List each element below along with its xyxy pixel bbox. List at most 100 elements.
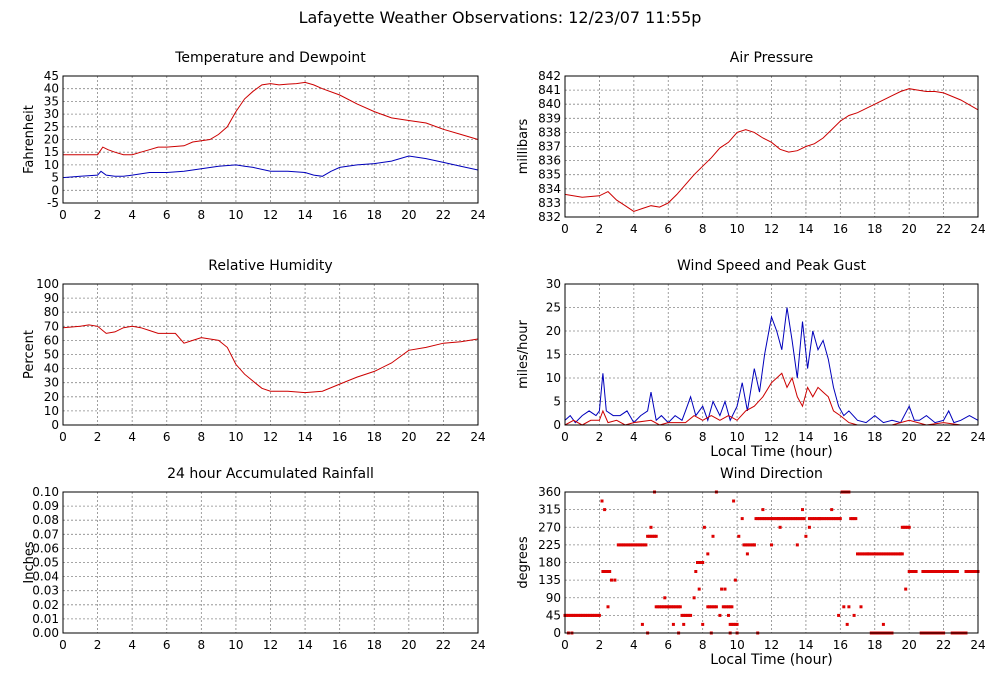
wind-direction-point (728, 622, 732, 626)
wind-direction-point (622, 543, 625, 547)
wind-direction-point (900, 552, 904, 556)
relative-humidity-y-tick-label: 80 (44, 305, 59, 319)
air-pressure-x-tick-label: 10 (729, 222, 744, 236)
wind-direction-point (847, 605, 851, 609)
wind-direction-point (591, 613, 594, 617)
wind-direction-point (828, 517, 832, 521)
rainfall-x-tick-label: 4 (128, 638, 136, 652)
wind-direction-point (727, 613, 730, 617)
wind-direction-point (761, 517, 765, 521)
wind-direction-point (759, 517, 763, 521)
wind-direction-point (926, 570, 930, 573)
wind-direction-x-tick-label: 16 (833, 638, 848, 652)
wind-direction-point (766, 517, 770, 521)
wind-direction-point (770, 543, 773, 547)
wind-direction-point (566, 613, 570, 617)
wind-direction-point (666, 605, 670, 609)
wind-direction-point (694, 570, 698, 573)
air-pressure-x-tick-label: 4 (630, 222, 638, 236)
air-pressure-y-tick-label: 834 (538, 182, 561, 196)
relative-humidity-y-tick-label: 60 (44, 333, 59, 347)
wind-direction-point (640, 543, 644, 547)
relative-humidity-x-tick-label: 6 (163, 430, 171, 444)
relative-humidity-y-tick-label: 0 (51, 418, 59, 432)
wind-direction-point (945, 570, 949, 573)
wind-direction-point (747, 543, 751, 547)
rainfall-y-tick-label: 0.00 (32, 626, 59, 640)
rainfall-y-tick-label: 0.01 (32, 612, 59, 626)
wind-direction-y-tick-label: 45 (546, 608, 561, 622)
wind-direction-point (809, 517, 813, 521)
temperature-dewpoint-y-tick-label: 35 (44, 94, 59, 108)
temperature-dewpoint-x-tick-label: 8 (198, 208, 206, 222)
wind-direction-point (825, 517, 829, 521)
rainfall-y-tick-label: 0.08 (32, 513, 59, 527)
wind-direction-point (723, 587, 727, 591)
wind-direction-point (573, 613, 577, 617)
wind-direction-point (745, 552, 749, 556)
wind-direction-point (964, 570, 968, 573)
wind-direction-point (651, 534, 655, 538)
wind-speed-gust-x-tick-label: 16 (833, 430, 848, 444)
wind-direction-point (859, 605, 863, 609)
wind-direction-point (749, 543, 753, 547)
air-pressure-y-tick-label: 841 (538, 83, 561, 97)
wind-direction-point (807, 525, 811, 529)
wind-speed-gust-x-tick-label: 12 (764, 430, 779, 444)
wind-direction-title: Wind Direction (720, 466, 823, 482)
temperature-dewpoint-x-tick-label: 0 (59, 208, 67, 222)
relative-humidity-x-tick-label: 18 (367, 430, 382, 444)
wind-direction-point (780, 517, 784, 521)
wind-speed-gust-y-tick-label: 25 (546, 301, 561, 315)
wind-direction-point (869, 552, 873, 556)
wind-direction-point (788, 517, 792, 521)
wind-direction-y-tick-label: 180 (538, 556, 561, 570)
wind-direction-point (671, 605, 675, 609)
temperature-dewpoint-x-tick-label: 14 (297, 208, 312, 222)
wind-direction-point (942, 570, 946, 573)
wind-speed-gust-x-tick-label: 6 (664, 430, 672, 444)
temperature-dewpoint-y-tick-label: 40 (44, 82, 59, 96)
wind-direction-point (771, 517, 775, 521)
wind-direction-point (878, 552, 882, 556)
wind-direction-point (967, 570, 971, 573)
wind-direction-point (947, 570, 951, 573)
wind-direction-point (661, 605, 665, 609)
wind-direction-point (721, 605, 725, 609)
wind-direction-point (880, 552, 884, 556)
wind-direction-point (565, 613, 569, 617)
wind-direction-point (907, 570, 911, 573)
wind-direction-point (885, 552, 889, 556)
wind-direction-point (940, 570, 944, 573)
wind-direction-x-tick-label: 14 (798, 638, 813, 652)
wind-direction-point (687, 613, 691, 617)
wind-direction-point (756, 517, 760, 521)
wind-direction-point (814, 517, 818, 521)
wind-direction-point (764, 517, 768, 521)
air-pressure-x-tick-label: 8 (699, 222, 707, 236)
wind-direction-point (776, 517, 780, 521)
air-pressure-x-tick-label: 6 (664, 222, 672, 236)
wind-direction-point (833, 517, 837, 521)
temperature-dewpoint-series-line-1 (63, 81, 479, 156)
wind-direction-point (881, 622, 885, 626)
wind-direction-point (713, 605, 717, 609)
relative-humidity-plot-frame (62, 283, 479, 426)
wind-direction-point (768, 517, 772, 521)
wind-direction-point (816, 517, 820, 521)
air-pressure-y-tick-label: 835 (538, 168, 561, 182)
air-pressure-x-tick-label: 24 (970, 222, 985, 236)
wind-direction-x-tick-label: 2 (596, 638, 604, 652)
wind-direction-point (923, 570, 927, 573)
wind-direction-point (603, 508, 607, 512)
wind-direction-point (610, 578, 613, 582)
wind-direction-point (677, 605, 681, 609)
wind-direction-point (792, 517, 796, 521)
wind-direction-point (745, 543, 749, 547)
wind-direction-point (656, 605, 660, 609)
rainfall-y-tick-label: 0.04 (32, 570, 59, 584)
wind-direction-point (706, 605, 710, 609)
wind-direction-x-tick-label: 20 (902, 638, 917, 652)
